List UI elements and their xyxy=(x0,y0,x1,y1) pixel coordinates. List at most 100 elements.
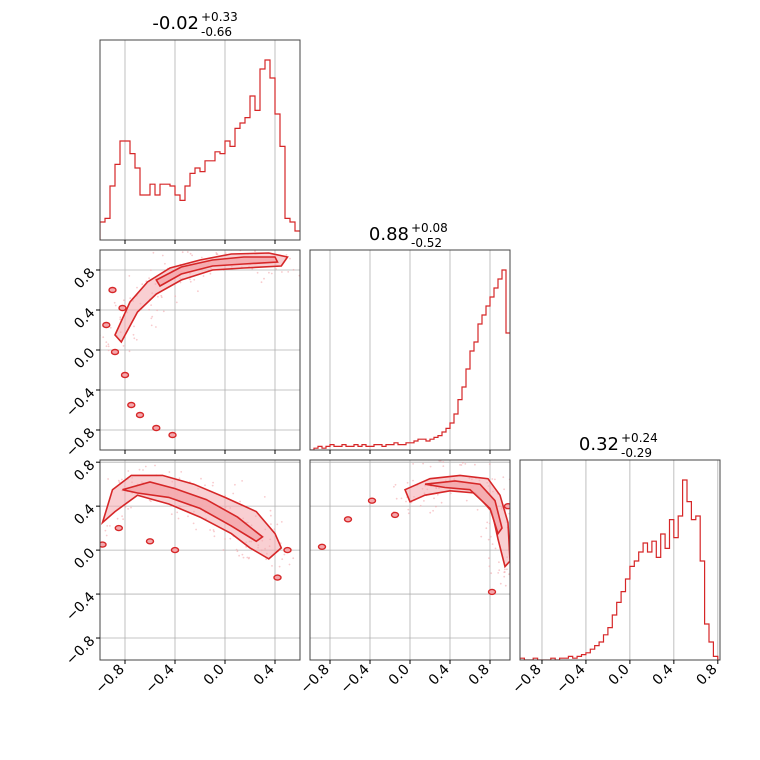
sample-point xyxy=(285,254,288,256)
sample-point xyxy=(488,463,491,465)
sample-point xyxy=(248,556,251,559)
sample-point xyxy=(124,506,127,508)
sample-point xyxy=(464,463,467,465)
y-tick-label: −0.4 xyxy=(63,589,98,624)
sample-point xyxy=(260,281,263,284)
x-tick-label: 0.4 xyxy=(251,661,278,688)
title-1-upper: +0.08 xyxy=(411,221,448,235)
sample-point xyxy=(105,534,108,537)
sample-point xyxy=(107,345,110,348)
sample-point xyxy=(188,245,190,247)
sample-point xyxy=(213,530,215,533)
contour-blob xyxy=(110,348,120,356)
sample-point xyxy=(436,493,439,496)
sample-point xyxy=(486,521,489,524)
sample-point xyxy=(170,513,173,516)
contour-blob xyxy=(283,546,292,554)
sample-point xyxy=(283,553,286,556)
sample-point xyxy=(121,515,123,518)
sample-point xyxy=(138,468,141,471)
sample-point xyxy=(179,281,182,284)
hist-panel-2 xyxy=(519,459,721,664)
sample-point xyxy=(235,548,238,551)
x-tick-label: 0.4 xyxy=(426,661,453,688)
sample-point xyxy=(212,529,215,531)
contour-outer xyxy=(100,474,283,560)
sample-point xyxy=(488,557,490,559)
sample-point xyxy=(393,485,395,488)
sample-point xyxy=(263,277,265,280)
sample-point xyxy=(435,505,437,508)
sample-point xyxy=(429,511,432,514)
sample-point xyxy=(504,571,506,573)
sample-point xyxy=(287,271,290,273)
sample-point xyxy=(157,295,159,298)
sample-point xyxy=(127,508,129,510)
sample-point xyxy=(195,528,198,531)
sample-point xyxy=(498,569,501,572)
sample-point xyxy=(304,272,306,274)
sample-point xyxy=(164,262,166,265)
sample-point xyxy=(132,333,135,336)
sample-point xyxy=(254,250,256,253)
sample-point xyxy=(275,244,277,246)
sample-point xyxy=(209,272,212,275)
sample-point xyxy=(412,479,414,482)
sample-point xyxy=(181,251,184,254)
sample-point xyxy=(119,318,122,321)
sample-point xyxy=(270,523,272,525)
sample-point xyxy=(400,497,403,500)
sample-point xyxy=(476,508,479,511)
sample-point xyxy=(174,295,177,298)
sample-point xyxy=(148,308,151,311)
sample-point xyxy=(269,509,272,512)
sample-point xyxy=(199,247,201,249)
sample-point xyxy=(122,345,125,347)
sample-point xyxy=(485,527,488,530)
sample-point xyxy=(121,478,123,481)
sample-point xyxy=(407,508,410,511)
sample-point xyxy=(178,477,181,480)
contour-blob xyxy=(168,431,177,439)
sample-point xyxy=(288,563,291,566)
y-tick-label: 0.4 xyxy=(71,305,98,332)
sample-point xyxy=(449,492,452,495)
sample-point xyxy=(107,349,110,352)
sample-point xyxy=(511,502,513,504)
sample-point xyxy=(209,529,212,531)
sample-point xyxy=(442,461,445,463)
sample-point xyxy=(152,251,155,254)
sample-point xyxy=(96,490,98,492)
sample-point xyxy=(176,511,179,514)
sample-point xyxy=(161,254,164,257)
sample-point xyxy=(141,283,144,286)
contour-inner xyxy=(155,256,279,288)
sample-point xyxy=(514,503,516,505)
sample-point xyxy=(200,477,202,480)
sample-point xyxy=(524,540,526,542)
sample-point xyxy=(422,462,424,465)
sample-point xyxy=(525,571,527,573)
sample-point xyxy=(461,462,464,464)
sample-point xyxy=(150,269,152,272)
sample-point xyxy=(407,512,410,515)
y-tick-label: 0.4 xyxy=(71,501,98,528)
sample-point xyxy=(503,575,506,578)
sample-point xyxy=(200,256,203,259)
hist-panel-1 xyxy=(309,249,511,454)
sample-point xyxy=(224,494,227,497)
sample-point xyxy=(242,246,244,248)
sample-point xyxy=(119,316,122,319)
sample-point xyxy=(292,557,295,560)
sample-point xyxy=(405,500,407,503)
contour-layer xyxy=(96,464,295,581)
sample-point xyxy=(264,236,266,238)
sample-point xyxy=(490,572,493,575)
contour-blob xyxy=(170,546,180,554)
sample-point xyxy=(130,506,132,509)
panel-frame xyxy=(519,459,721,661)
sample-point xyxy=(213,535,216,538)
sample-point xyxy=(142,469,144,471)
sample-point xyxy=(129,297,132,299)
sample-point xyxy=(114,304,117,307)
